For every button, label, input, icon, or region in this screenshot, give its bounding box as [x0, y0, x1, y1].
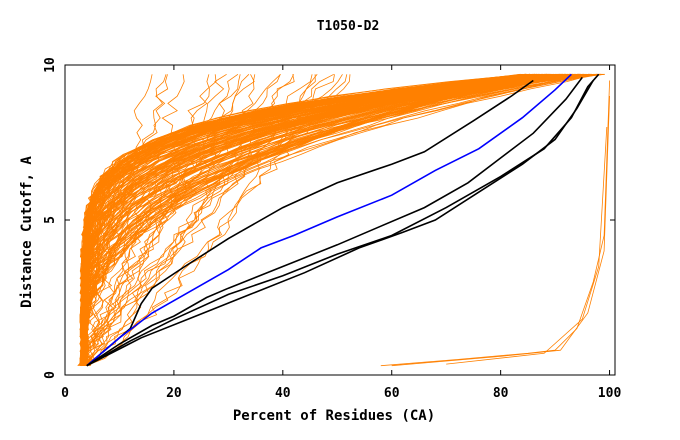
series-line-1 [86, 79, 534, 367]
series-line-3 [86, 76, 583, 367]
bulk-series-line [79, 73, 601, 366]
bulk-series-line [89, 74, 318, 366]
highlight-model-lines [86, 73, 600, 367]
bulk-series-line [380, 80, 610, 367]
bulk-series-line [79, 73, 600, 366]
series-line-2 [86, 73, 572, 367]
bulk-series-line [81, 73, 569, 366]
bulk-series-line [82, 73, 526, 366]
bulk-series-line [79, 73, 599, 366]
x-tick-label: 20 [166, 386, 182, 401]
y-tick-label: 0 [43, 371, 58, 379]
bulk-series-line [80, 73, 531, 366]
x-tick-label: 60 [384, 386, 400, 401]
bulk-model-lines [77, 73, 610, 367]
y-tick-label: 5 [43, 216, 58, 224]
bulk-series-line [79, 73, 597, 366]
x-axis-ticks: 0 20 40 60 80 100 [61, 65, 621, 401]
bulk-series-line [80, 73, 597, 366]
bulk-series-line [79, 73, 538, 366]
chart-title: T1050-D2 [317, 19, 380, 34]
bulk-series-line [79, 73, 544, 366]
series-line-5 [86, 80, 594, 367]
bulk-series-line [391, 95, 610, 367]
x-tick-label: 40 [275, 386, 291, 401]
y-axis-label: Distance Cutoff, A [19, 156, 35, 308]
bulk-series-line [79, 73, 598, 366]
bulk-series-line [80, 73, 559, 366]
y-tick-label: 10 [43, 57, 58, 73]
x-tick-label: 80 [493, 386, 509, 401]
y-axis-ticks: 0 5 10 [43, 57, 615, 379]
bulk-series-line [446, 126, 608, 365]
x-tick-label: 0 [61, 386, 69, 401]
x-tick-label: 100 [598, 386, 622, 401]
x-axis-label: Percent of Residues (CA) [233, 408, 435, 424]
